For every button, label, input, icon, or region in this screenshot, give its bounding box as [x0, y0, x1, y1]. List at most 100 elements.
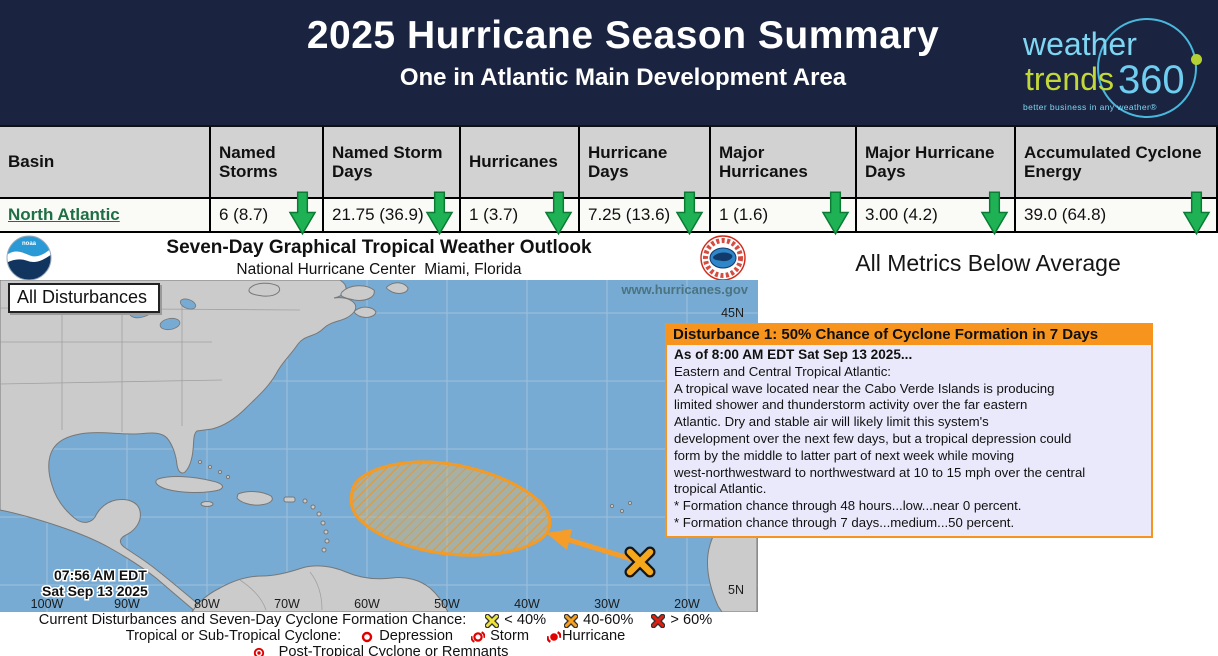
page-subtitle: One in Atlantic Main Development Area — [399, 64, 847, 91]
legend-hurricane-text: Hurricane — [561, 628, 626, 644]
map-timestamp-date: Sat Sep 13 2025 — [42, 583, 148, 599]
hurricane-metrics-table: Basin Named Storms Named Storm Days Hurr… — [0, 125, 1218, 236]
table-header-row: Basin Named Storms Named Storm Days Hurr… — [0, 127, 1218, 199]
hurricanes-gov-link[interactable]: www.hurricanes.gov — [620, 282, 748, 297]
map-timestamp-time: 07:56 AM EDT — [54, 567, 147, 583]
disturbance-callout: Disturbance 1: 50% Chance of Cyclone For… — [665, 323, 1153, 538]
below-average-arrow-icon — [675, 191, 704, 236]
noaa-logo-icon: noaa — [6, 235, 52, 281]
disturbance-line: * Formation chance through 7 days...medi… — [674, 514, 1015, 530]
major-hurricane-days-value: 3.00 (4.2) — [865, 205, 938, 224]
map-legend: Current Disturbances and Seven-Day Cyclo… — [0, 612, 760, 656]
logo-word-trends: trends — [1025, 61, 1114, 97]
logo-orbit-circle-icon — [1097, 18, 1197, 118]
logo-word-weather: weather — [1023, 26, 1137, 62]
legend-storm-text: Storm — [490, 628, 529, 644]
lon-label: 20W — [674, 597, 700, 611]
legend-line-2: Tropical or Sub-Tropical Cyclone: Depres… — [0, 629, 760, 644]
nws-logo-icon — [700, 235, 746, 281]
svg-text:noaa: noaa — [22, 241, 37, 247]
major-hurricanes-value: 1 (1.6) — [719, 205, 769, 224]
disturbance-line: form by the middle to latter part of nex… — [674, 447, 1015, 463]
col-header-major-hurricanes: Major Hurricanes — [711, 127, 857, 199]
storm-icon — [471, 630, 486, 643]
lat-label: 5N — [728, 583, 744, 597]
disturbance-line: tropical Atlantic. — [674, 481, 767, 497]
legend-chance-high-text: > 60% — [670, 612, 713, 628]
disturbance-header: Disturbance 1: 50% Chance of Cyclone For… — [667, 325, 1151, 345]
tropical-outlook-map: www.hurricanes.gov 45N 15N 5N 100W 90W 8… — [0, 279, 758, 613]
named-storm-days-cell: 21.75 (36.9) — [324, 191, 461, 236]
disturbance-body: As of 8:00 AM EDT Sat Sep 13 2025... Eas… — [667, 345, 1151, 536]
basin-cell: North Atlantic — [0, 199, 211, 233]
post-tropical-icon — [253, 647, 264, 656]
below-average-arrow-icon — [288, 191, 317, 236]
annotation-block: All Metrics Below Average — [758, 233, 1218, 277]
col-header-hurricanes: Hurricanes — [461, 127, 580, 199]
legend-storm: Storm — [471, 629, 529, 644]
disturbance-line: A tropical wave located near the Cabo Ve… — [674, 380, 1055, 396]
logo-row2: trends 360 — [1025, 58, 1185, 103]
hurricane-days-value: 7.25 (13.6) — [588, 205, 671, 224]
lon-label: 100W — [31, 597, 64, 611]
lon-label: 30W — [594, 597, 620, 611]
major-hurricane-days-cell: 3.00 (4.2) — [857, 191, 1016, 236]
all-disturbances-label: All Disturbances — [8, 283, 161, 313]
disturbance-line: Eastern and Central Tropical Atlantic: — [674, 363, 891, 379]
legend-line-1: Current Disturbances and Seven-Day Cyclo… — [0, 613, 760, 628]
disturbance-line: limited shower and thunderstorm activity… — [674, 397, 1028, 413]
title-block: 2025 Hurricane Season Summary One in Atl… — [14, 0, 1218, 92]
logo-word-360: 360 — [1117, 58, 1185, 102]
legend-chance-med-text: 40-60% — [583, 612, 634, 628]
legend-line-3: Post-Tropical Cyclone or Remnants — [0, 645, 760, 656]
below-average-arrow-icon — [1182, 191, 1211, 236]
lon-label: 80W — [194, 597, 220, 611]
legend-chance-low-text: < 40% — [504, 612, 547, 628]
hurricane-days-cell: 7.25 (13.6) — [580, 191, 711, 236]
disturbance-line: * Formation chance through 48 hours...lo… — [674, 498, 1022, 514]
lon-label: 40W — [514, 597, 540, 611]
disturbance-x-icon — [624, 546, 656, 578]
depression-icon — [362, 631, 373, 642]
col-header-ace: Accumulated Cyclone Energy — [1016, 127, 1218, 199]
outlook-subtitle: National Hurricane Center Miami, Florida — [236, 261, 522, 278]
legend-depression-text: Depression — [379, 628, 454, 644]
weathertrends360-logo: weather trends 360 better business in any… — [1005, 10, 1215, 122]
named-storms-cell: 6 (8.7) — [211, 191, 324, 236]
disturbance-line: Atlantic. Dry and stable air will likely… — [674, 414, 989, 430]
map-canvas: www.hurricanes.gov 45N 15N 5N 100W 90W 8… — [0, 279, 758, 613]
named-storm-days-value: 21.75 (36.9) — [332, 205, 424, 224]
lon-label: 60W — [354, 597, 380, 611]
logo-orbit-dot-icon — [1191, 54, 1202, 65]
logo-tagline: better business in any weather® — [1023, 102, 1157, 112]
nhc-outlook-header: noaa Seven-Day Graphical Tropical Weathe… — [0, 233, 758, 281]
hurricanes-cell: 1 (3.7) — [461, 191, 580, 236]
x-high-icon — [651, 613, 666, 628]
motion-arrow-icon — [546, 529, 641, 564]
legend-chance-high: > 60% — [651, 613, 712, 628]
legend-cyclone-label: Tropical or Sub-Tropical Cyclone: — [125, 628, 342, 644]
lat-label: 45N — [721, 306, 744, 320]
col-header-major-hurricane-days: Major Hurricane Days — [857, 127, 1016, 199]
col-header-basin: Basin — [0, 127, 211, 199]
major-hurricanes-cell: 1 (1.6) — [711, 191, 857, 236]
lon-label: 50W — [434, 597, 460, 611]
legend-chance-med: 40-60% — [564, 613, 633, 628]
basin-link[interactable]: North Atlantic — [8, 205, 120, 224]
col-header-hurricane-days: Hurricane Days — [580, 127, 711, 199]
legend-chance-label: Current Disturbances and Seven-Day Cyclo… — [38, 612, 467, 628]
named-storms-value: 6 (8.7) — [219, 205, 269, 224]
legend-chance-low: < 40% — [485, 613, 546, 628]
ace-cell: 39.0 (64.8) — [1016, 191, 1218, 236]
lon-label: 70W — [274, 597, 300, 611]
col-header-named-storms: Named Storms — [211, 127, 324, 199]
table-row: North Atlantic 6 (8.7) 21.75 (36.9) 1 (3… — [0, 191, 1218, 236]
legend-depression: Depression — [360, 629, 453, 644]
formation-area — [349, 460, 552, 557]
disturbance-line: west-northwestward to northwestward at 1… — [674, 464, 1086, 480]
x-low-icon — [485, 613, 500, 628]
disturbance-asof: As of 8:00 AM EDT Sat Sep 13 2025... — [674, 347, 913, 362]
below-average-arrow-icon — [980, 191, 1009, 236]
col-header-named-storm-days: Named Storm Days — [324, 127, 461, 199]
